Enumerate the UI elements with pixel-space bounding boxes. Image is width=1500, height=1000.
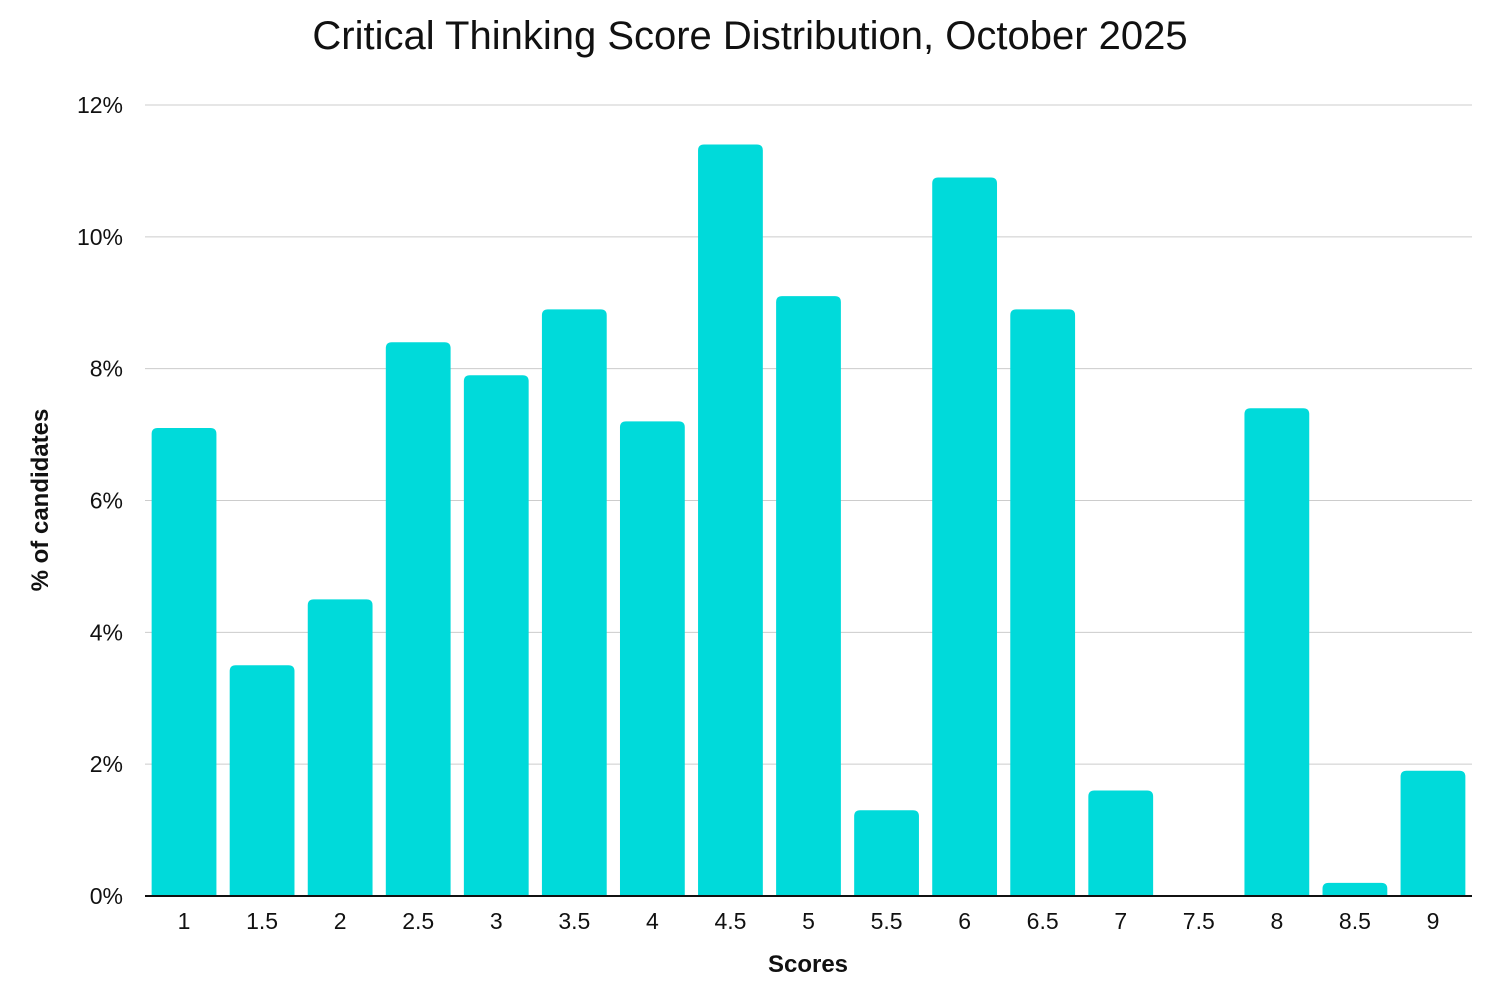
x-tick-label: 5.5 — [871, 908, 903, 934]
x-tick-label: 6.5 — [1027, 908, 1059, 934]
y-tick-label: 10% — [77, 224, 123, 250]
y-tick-label: 12% — [77, 92, 123, 118]
x-tick-label: 6 — [958, 908, 971, 934]
y-tick-label: 2% — [90, 751, 123, 777]
x-tick-label: 2.5 — [402, 908, 434, 934]
x-tick-label: 1 — [178, 908, 191, 934]
bar-3-5 — [542, 309, 607, 896]
bar-7 — [1088, 791, 1153, 896]
bar-5-5 — [854, 810, 919, 896]
x-axis-label: Scores — [768, 951, 848, 978]
bars — [152, 145, 1466, 896]
bar-6 — [932, 178, 997, 896]
bar-9 — [1401, 771, 1466, 896]
bar-4-5 — [698, 145, 763, 896]
x-tick-label: 3 — [490, 908, 503, 934]
y-tick-label: 4% — [90, 619, 123, 645]
bar-4 — [620, 421, 685, 896]
x-tick-label: 8 — [1270, 908, 1283, 934]
x-tick-label: 4 — [646, 908, 659, 934]
y-axis-label: % of candidates — [27, 409, 54, 592]
x-tick-label: 1.5 — [246, 908, 278, 934]
bar-8-5 — [1323, 883, 1388, 896]
x-tick-label: 9 — [1427, 908, 1440, 934]
bar-6-5 — [1010, 309, 1075, 896]
y-tick-label: 0% — [90, 883, 123, 909]
x-tick-label: 4.5 — [714, 908, 746, 934]
x-tick-labels: 1 1.5 2 2.5 3 3.5 4 4.5 5 5.5 6 6.5 7 7.5 8 8.5 9 — [178, 908, 1440, 934]
y-tick-label: 6% — [90, 488, 123, 514]
x-tick-label: 5 — [802, 908, 815, 934]
x-tick-label: 7.5 — [1183, 908, 1215, 934]
bar-5 — [776, 296, 841, 896]
bar-8 — [1244, 408, 1309, 896]
x-tick-label: 8.5 — [1339, 908, 1371, 934]
bar-1 — [152, 428, 217, 896]
x-tick-label: 7 — [1114, 908, 1127, 934]
bar-1-5 — [230, 665, 295, 896]
x-tick-label: 2 — [334, 908, 347, 934]
bar-2-5 — [386, 342, 451, 896]
bar-3 — [464, 375, 529, 896]
x-tick-label: 3.5 — [558, 908, 590, 934]
y-tick-label: 8% — [90, 356, 123, 382]
bar-2 — [308, 599, 373, 896]
y-tick-labels: 0% 2% 4% 6% 8% 10% 12% — [77, 92, 123, 909]
